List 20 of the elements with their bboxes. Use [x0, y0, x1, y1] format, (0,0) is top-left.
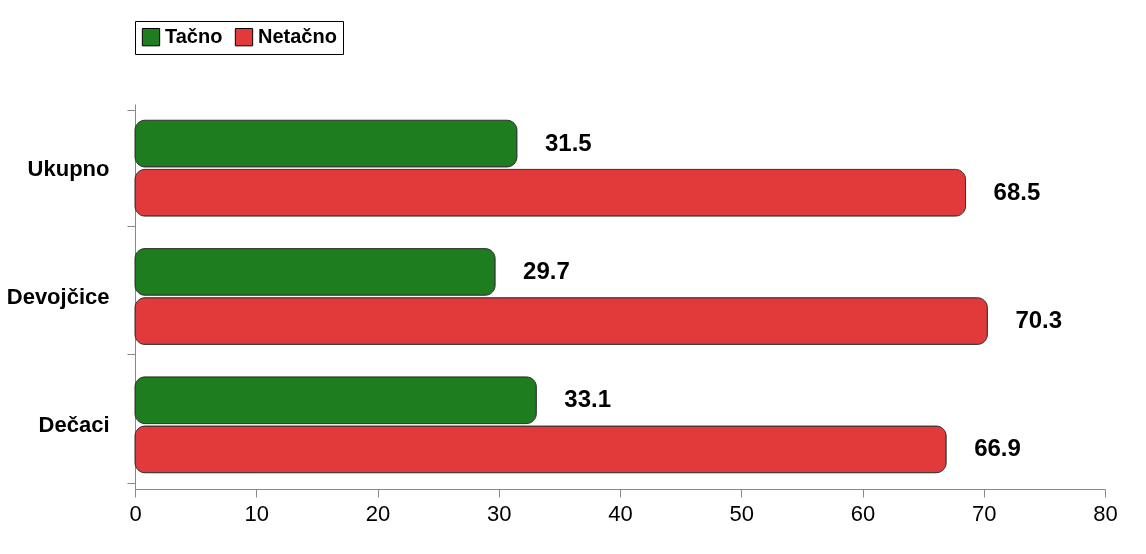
data-label: 66.9: [974, 434, 1021, 462]
x-tick-label: 20: [365, 500, 391, 526]
y-tick-label: Devojčice: [6, 284, 110, 309]
x-tick-label: 30: [487, 500, 512, 526]
data-label: 68.5: [993, 177, 1041, 205]
y-tick-label: Dečaci: [38, 412, 110, 438]
legend-label: Netačno: [258, 25, 337, 48]
data-label: 29.7: [523, 256, 570, 284]
legend-label: Tačno: [165, 25, 223, 48]
y-tick-label: Ukupno: [27, 155, 110, 181]
x-tick-label: 70: [972, 500, 997, 526]
data-label: 31.5: [544, 128, 592, 156]
x-tick-label: 50: [729, 500, 754, 526]
data-label: 70.3: [1015, 306, 1063, 334]
x-tick-label: 40: [608, 500, 633, 526]
x-tick-label: 10: [244, 500, 269, 526]
data-label: 33.1: [564, 385, 612, 413]
x-tick-label: 60: [850, 500, 876, 526]
x-tick-label: 0: [129, 500, 142, 526]
x-tick-label: 80: [1093, 500, 1118, 526]
